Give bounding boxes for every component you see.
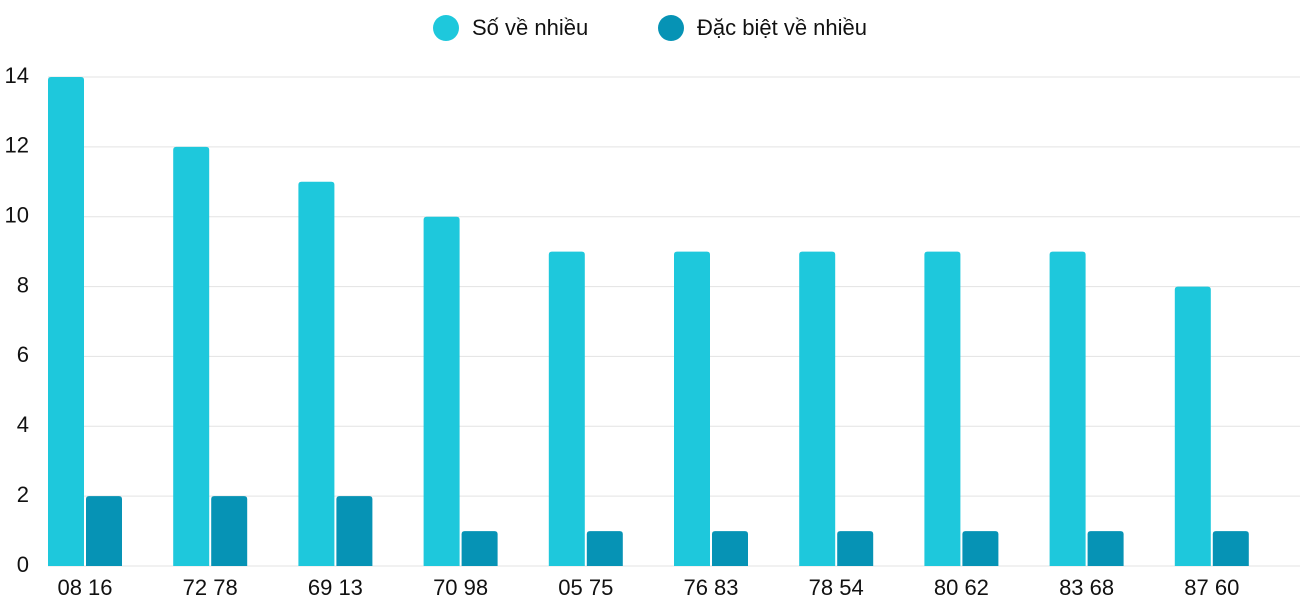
y-tick-label: 2 <box>17 482 29 507</box>
legend-marker <box>658 15 684 41</box>
x-tick-label: 76 83 <box>683 575 738 600</box>
bar <box>86 496 122 566</box>
bar <box>48 77 84 566</box>
y-tick-label: 0 <box>17 552 29 577</box>
x-tick-label: 70 98 <box>433 575 488 600</box>
bar <box>423 216 460 566</box>
bar <box>799 251 836 566</box>
bar <box>298 181 335 567</box>
bar <box>712 531 748 566</box>
x-tick-label: 87 60 <box>1184 575 1239 600</box>
bar <box>548 251 585 566</box>
bar <box>1049 251 1086 566</box>
bar <box>924 251 961 566</box>
bar <box>837 531 874 566</box>
bar <box>173 146 210 566</box>
bar <box>962 531 999 566</box>
x-tick-label: 80 62 <box>934 575 989 600</box>
bar <box>211 496 248 566</box>
legend-marker <box>433 15 459 41</box>
bar <box>1087 531 1124 566</box>
y-tick-label: 10 <box>5 203 29 228</box>
x-tick-label: 69 13 <box>308 575 363 600</box>
y-tick-label: 6 <box>17 342 29 367</box>
bar <box>336 496 373 566</box>
x-tick-label: 83 68 <box>1059 575 1114 600</box>
legend-label: Số về nhiều <box>472 15 588 40</box>
y-tick-label: 8 <box>17 272 29 297</box>
legend-label: Đặc biệt về nhiều <box>697 15 867 40</box>
bar <box>1212 531 1249 566</box>
y-tick-label: 4 <box>17 412 29 437</box>
x-tick-label: 05 75 <box>558 575 613 600</box>
bar <box>674 251 710 566</box>
bar <box>1174 286 1211 566</box>
bar <box>461 531 498 566</box>
bar <box>586 531 623 566</box>
x-tick-label: 08 16 <box>57 575 112 600</box>
x-tick-label: 72 78 <box>183 575 238 600</box>
x-tick-label: 78 54 <box>809 575 864 600</box>
y-tick-label: 14 <box>5 63 29 88</box>
y-tick-label: 12 <box>5 133 29 158</box>
